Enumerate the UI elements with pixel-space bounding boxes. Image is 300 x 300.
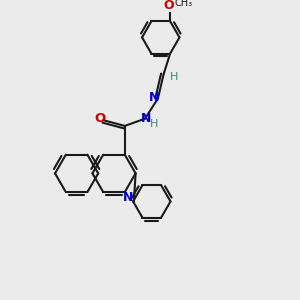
Text: H: H bbox=[169, 72, 178, 82]
Text: O: O bbox=[94, 112, 105, 125]
Text: O: O bbox=[164, 0, 174, 12]
Text: H: H bbox=[150, 119, 158, 129]
Text: N: N bbox=[123, 191, 134, 204]
Text: N: N bbox=[149, 92, 160, 104]
Text: N: N bbox=[141, 112, 152, 124]
Text: CH₃: CH₃ bbox=[174, 0, 192, 8]
